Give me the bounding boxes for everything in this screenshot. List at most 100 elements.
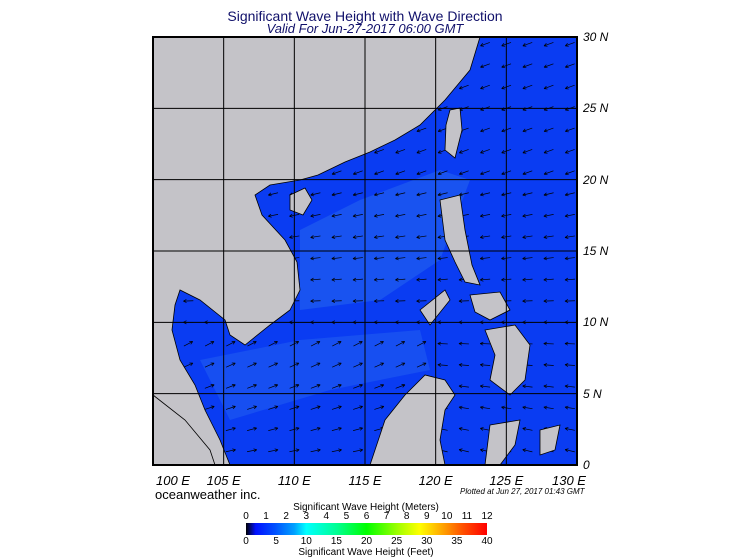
colorbar-feet-title: Significant Wave Height (Feet)	[298, 547, 434, 558]
wave-arrow	[268, 426, 279, 431]
wave-arrow	[437, 256, 448, 261]
wave-arrow	[522, 256, 533, 261]
wave-arrow	[331, 256, 342, 261]
wave-arrow	[373, 277, 385, 282]
wave-arrow	[437, 363, 448, 367]
wave-arrow	[522, 192, 533, 197]
wave-arrow	[458, 84, 469, 90]
wave-arrow	[331, 448, 342, 453]
longitude-label: 130 E	[552, 473, 586, 488]
mindanao	[484, 324, 531, 396]
wave-arrow	[480, 427, 491, 431]
wave-arrow	[543, 341, 554, 346]
latitude-label: 15 N	[583, 244, 609, 258]
wave-arrow	[268, 448, 279, 453]
wave-arrow	[479, 405, 491, 410]
wave-arrow	[310, 299, 321, 303]
colorbar-tick: 5	[273, 536, 279, 547]
wave-arrow	[479, 277, 491, 282]
land	[152, 36, 561, 466]
wave-arrow	[458, 170, 469, 176]
wave-arrow	[225, 426, 236, 431]
wave-arrow	[458, 363, 469, 367]
wave-arrow	[352, 256, 363, 261]
wave-arrow	[458, 405, 469, 410]
wave-arrow	[564, 213, 575, 218]
wave-arrow	[416, 149, 427, 154]
wave-arrow	[331, 426, 342, 431]
wave-arrow	[522, 299, 533, 303]
wave-arrow	[310, 213, 321, 218]
wave-arrow	[480, 149, 490, 154]
wave-arrow	[268, 213, 279, 218]
sulawesi	[484, 419, 521, 466]
wave-arrow	[522, 448, 533, 453]
wave-arrow	[479, 256, 491, 261]
wave-arrow	[458, 448, 469, 453]
colorbar-tick: 6	[363, 511, 370, 522]
wave-arrow	[310, 341, 321, 347]
colorbar-tick: 7	[383, 511, 390, 522]
wave-arrow	[352, 299, 363, 303]
wave-arrow	[416, 277, 427, 282]
wave-arrow	[395, 213, 406, 218]
wave-arrow	[374, 170, 384, 176]
map-subtitle: Valid For Jun-27-2017 06:00 GMT	[266, 21, 464, 36]
wave-arrow	[352, 170, 363, 176]
wave-arrow	[416, 192, 427, 197]
colorbar-tick: 11	[461, 511, 473, 522]
wave-arrow	[268, 405, 279, 410]
wave-arrow	[416, 213, 427, 218]
wave-arrow	[331, 213, 342, 218]
wave-arrow	[522, 127, 533, 133]
colorbar-tick: 20	[360, 536, 373, 547]
mainland-asia	[152, 36, 481, 466]
wave-arrow	[543, 127, 554, 133]
wave-arrow	[268, 341, 278, 347]
wave-arrow	[268, 192, 279, 197]
wave-arrow	[310, 277, 321, 282]
wave-arrow	[564, 170, 575, 176]
graticule	[153, 37, 577, 465]
wave-arrow	[564, 341, 575, 346]
wave-arrow	[416, 127, 427, 133]
wave-arrow	[225, 384, 236, 389]
wave-arrow	[437, 170, 448, 176]
wave-arrow	[268, 384, 279, 389]
wave-arrow	[543, 42, 554, 47]
colorbar-tick: 4	[323, 511, 330, 522]
visayas	[469, 291, 511, 321]
wave-arrow	[480, 63, 490, 69]
hainan	[289, 187, 313, 216]
wave-arrow	[543, 363, 554, 367]
wave-arrow	[480, 84, 490, 90]
wave-band-light	[200, 330, 430, 420]
wave-arrow	[437, 192, 448, 197]
wave-arrow	[480, 213, 491, 218]
wave-arrow	[564, 427, 575, 431]
wave-arrow	[564, 405, 575, 410]
colorbar-tick: 8	[403, 511, 410, 522]
colorbar-meters-title: Significant Wave Height (Meters)	[293, 502, 439, 513]
wave-arrow	[564, 448, 575, 453]
wave-arrow	[374, 384, 385, 389]
wave-arrow	[480, 192, 491, 197]
wave-arrow	[352, 277, 363, 282]
wave-arrow	[332, 341, 342, 347]
wave-arrow	[247, 362, 257, 368]
wave-arrow	[310, 192, 321, 197]
wave-arrow	[331, 299, 342, 303]
wave-arrow	[564, 256, 575, 261]
borneo	[369, 374, 456, 466]
wave-arrow	[522, 235, 533, 239]
latitude-label: 10 N	[583, 315, 609, 330]
longitude-label: 105 E	[206, 473, 241, 488]
wave-arrow	[204, 341, 215, 347]
colorbar-tick: 3	[303, 511, 310, 522]
latitude-label: 25 N	[583, 101, 609, 116]
wave-arrow	[416, 362, 427, 368]
wave-arrow	[310, 405, 321, 410]
wave-arrow	[268, 362, 278, 368]
wave-arrow	[183, 362, 194, 368]
